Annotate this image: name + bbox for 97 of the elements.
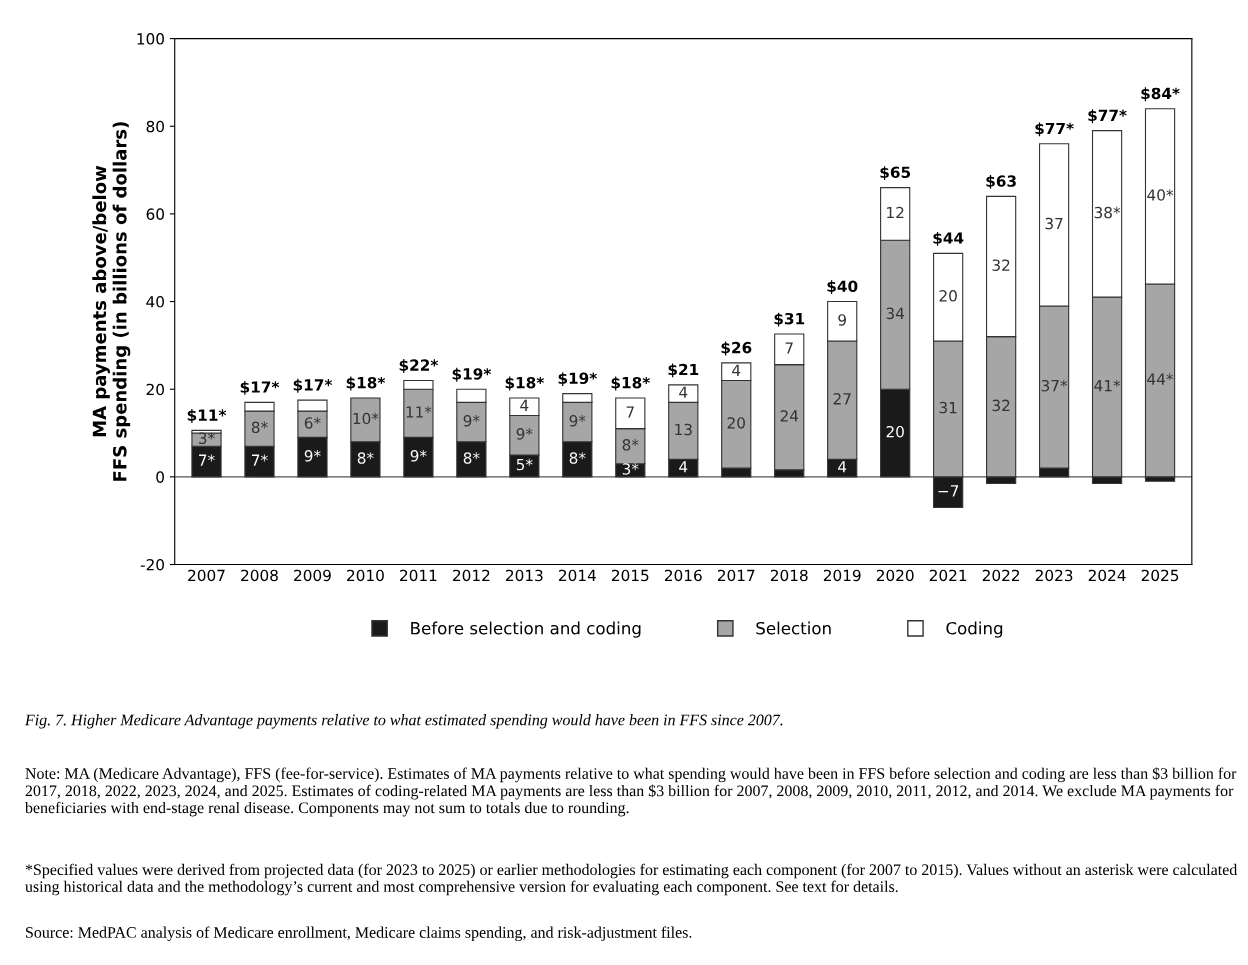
- data-label: 12: [887, 206, 904, 219]
- data-label: 44*: [1147, 373, 1174, 385]
- data-label: 5*: [516, 458, 533, 471]
- data-label: 32: [992, 259, 1010, 271]
- x-tick-label: 2019: [823, 569, 861, 582]
- legend-label: Before selection and coding: [411, 621, 641, 638]
- data-label: 20: [939, 290, 957, 302]
- data-label: 37*: [1041, 379, 1068, 392]
- data-label: 24: [780, 410, 799, 422]
- data-label: 13: [675, 423, 692, 436]
- total-label: $84*: [1141, 87, 1180, 102]
- x-tick-label: 2021: [929, 569, 967, 582]
- data-label: 3*: [622, 463, 639, 475]
- x-tick-label: 2012: [453, 569, 490, 582]
- y-tick-label: 80: [146, 120, 164, 133]
- total-label: $22*: [399, 359, 439, 373]
- x-tick-label: 2022: [982, 569, 1020, 582]
- data-label: 7*: [199, 454, 215, 466]
- legend-label: Selection: [756, 621, 831, 635]
- total-label: $77*: [1088, 109, 1127, 124]
- x-tick-label: 2009: [294, 569, 331, 582]
- total-label: $63: [986, 175, 1016, 189]
- total-label: $65: [880, 166, 911, 181]
- x-tick-label: 2018: [770, 569, 808, 582]
- x-tick-label: 2017: [717, 569, 755, 582]
- x-tick-label: 2013: [506, 569, 543, 582]
- data-label: 31: [939, 401, 957, 414]
- data-label: 20: [886, 425, 904, 438]
- total-label: $18*: [346, 376, 386, 391]
- total-label: $77*: [1035, 122, 1074, 137]
- text: *Specified values were derived from projected data (for 2023 to 2025) or earlier methodologies for estimating each component (for 2007 to 2015). Values without an asterisk were calculated using historical data and the methodology’s current and most comprehensive version for evaluating each component. See text for details.: [25, 863, 1238, 896]
- data-label: 9*: [516, 428, 533, 440]
- data-label: 10*: [353, 412, 379, 425]
- x-tick-label: 2020: [876, 569, 914, 582]
- total-label: $40: [827, 280, 858, 295]
- data-label: 4: [520, 399, 529, 411]
- data-label: 7: [626, 406, 634, 418]
- total-label: $18*: [611, 376, 650, 391]
- total-label: $31: [774, 312, 805, 327]
- total-label: $44: [933, 231, 964, 246]
- x-tick-label: 2025: [1141, 569, 1179, 582]
- data-label: 8*: [622, 439, 639, 451]
- data-label: 40*: [1147, 189, 1174, 201]
- data-label: 8*: [357, 452, 374, 464]
- data-label: 41*: [1094, 379, 1121, 392]
- data-label: 9: [838, 314, 846, 326]
- data-label: 6*: [304, 417, 321, 429]
- data-label: 4: [838, 461, 847, 473]
- total-label: $19*: [452, 367, 492, 382]
- data-label: 11*: [406, 406, 432, 418]
- data-label: 9*: [410, 450, 427, 462]
- y-tick-label: 100: [137, 33, 164, 45]
- y-tick-label: -20: [140, 558, 164, 571]
- data-label: 4: [679, 461, 688, 473]
- x-tick-label: 2024: [1088, 569, 1126, 582]
- data-label: 7*: [252, 454, 268, 466]
- data-label: 4: [679, 386, 688, 398]
- data-label: 20: [727, 417, 745, 429]
- data-label: −7: [938, 485, 959, 497]
- source-note: Source: MedPAC analysis of Medicare enrollment, Medicare claims spending, and risk-adjustment files.: [26, 926, 692, 942]
- data-label: 7: [785, 342, 793, 354]
- y-tick-label: 60: [146, 208, 164, 220]
- data-label: 38*: [1094, 206, 1121, 219]
- x-tick-label: 2016: [664, 569, 702, 582]
- total-label: $17*: [293, 378, 333, 393]
- data-label: 37: [1045, 217, 1063, 230]
- x-tick-label: 2014: [559, 569, 596, 582]
- data-label: 3*: [198, 432, 215, 445]
- total-label: $17*: [240, 381, 280, 395]
- data-label: 27: [833, 393, 851, 405]
- data-label: 9*: [463, 414, 480, 427]
- x-tick-label: 2010: [347, 569, 384, 582]
- y-tick-label: 20: [146, 383, 164, 396]
- y-tick-label: 0: [156, 471, 164, 483]
- data-label: 34: [886, 307, 905, 320]
- total-label: $19*: [558, 372, 597, 387]
- data-label: 32: [992, 399, 1010, 412]
- caption: Fig. 7. Higher Medicare Advantage payments relative to what estimated spending would have been in FFS since 2007.: [24, 714, 783, 729]
- data-label: 8*: [463, 452, 480, 464]
- data-label: 9*: [569, 414, 586, 427]
- x-tick-label: 2007: [188, 569, 225, 582]
- total-label: $21: [668, 363, 699, 378]
- data-label: 9*: [304, 450, 321, 462]
- x-tick-label: 2008: [241, 569, 278, 582]
- total-label: $18*: [505, 376, 544, 391]
- total-label: $11*: [187, 409, 227, 423]
- y-axis-title: MA payments above/below FFS spending (in billions of dollars): [92, 122, 131, 481]
- text: Note: MA (Medicare Advantage), FFS (fee-for-service). Estimates of MA payments relative to what spending would have been in FFS before selection and coding are less than $3 billion for 2017, 2018, 2022, 2023, 2024, and 2025. Estimates of coding-related MA payments are less than $3 billion for 2007, 2008, 2009, 2010, 2011, 2012, and 2014. We exclude MA payments for beneficiaries with end-stage renal disease. Components may not sum to totals due to rounding.: [24, 767, 1237, 817]
- y-tick-label: 40: [146, 296, 164, 308]
- data-label: 4: [732, 364, 741, 376]
- x-tick-label: 2011: [400, 569, 437, 582]
- total-label: $26: [721, 341, 752, 356]
- x-tick-label: 2023: [1035, 569, 1073, 582]
- x-tick-label: 2015: [611, 569, 649, 582]
- data-label: 8*: [569, 452, 586, 464]
- data-label: 8*: [251, 421, 268, 434]
- legend-label: Coding: [946, 621, 1003, 638]
